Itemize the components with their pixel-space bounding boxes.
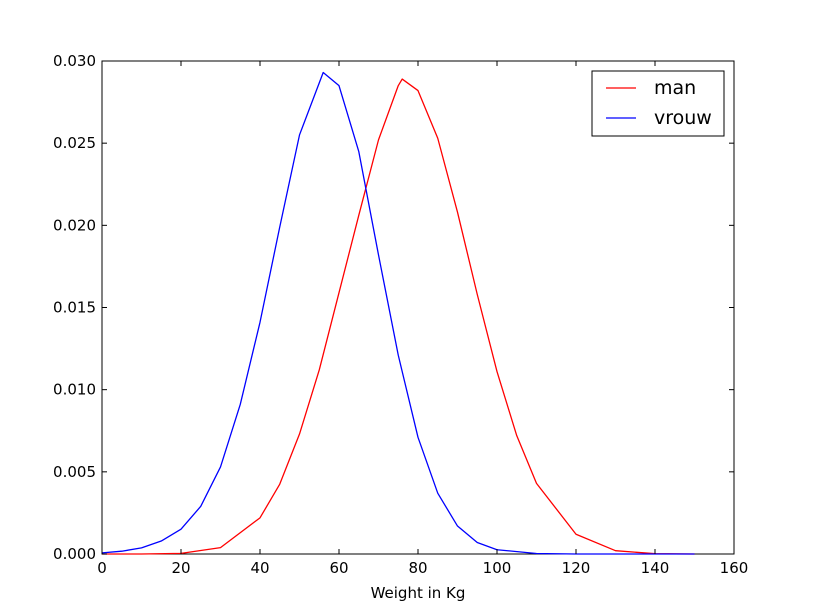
legend-label-man: man	[654, 77, 696, 99]
x-axis-label: Weight in Kg	[371, 584, 466, 602]
x-tick-label: 160	[720, 559, 749, 577]
y-tick-label: 0.030	[53, 52, 96, 70]
y-tick-label: 0.015	[53, 299, 96, 317]
x-tick-label: 20	[171, 559, 190, 577]
x-tick-label: 140	[641, 559, 670, 577]
series-line-vrouw	[101, 71, 695, 555]
legend: man vrouw	[591, 70, 725, 137]
y-axis: 0.000 0.005 0.010 0.015 0.020 0.025 0.030	[53, 52, 734, 563]
x-tick-label: 60	[329, 559, 348, 577]
x-tick-label: 0	[97, 559, 107, 577]
x-tick-label: 100	[483, 559, 512, 577]
x-tick-label: 80	[408, 559, 427, 577]
y-tick-label: 0.000	[53, 545, 96, 563]
y-tick-label: 0.025	[53, 134, 96, 152]
y-tick-label: 0.010	[53, 381, 96, 399]
series-layer	[101, 71, 695, 555]
x-tick-label: 40	[250, 559, 269, 577]
legend-box	[591, 70, 725, 137]
x-tick-label: 120	[562, 559, 591, 577]
x-axis: 0 20 40 60 80 100 120 140 160	[97, 61, 748, 577]
series-line-man	[102, 78, 695, 555]
y-tick-label: 0.005	[53, 463, 96, 481]
y-tick-label: 0.020	[53, 216, 96, 234]
plot-area	[101, 60, 735, 555]
legend-label-vrouw: vrouw	[654, 107, 712, 129]
